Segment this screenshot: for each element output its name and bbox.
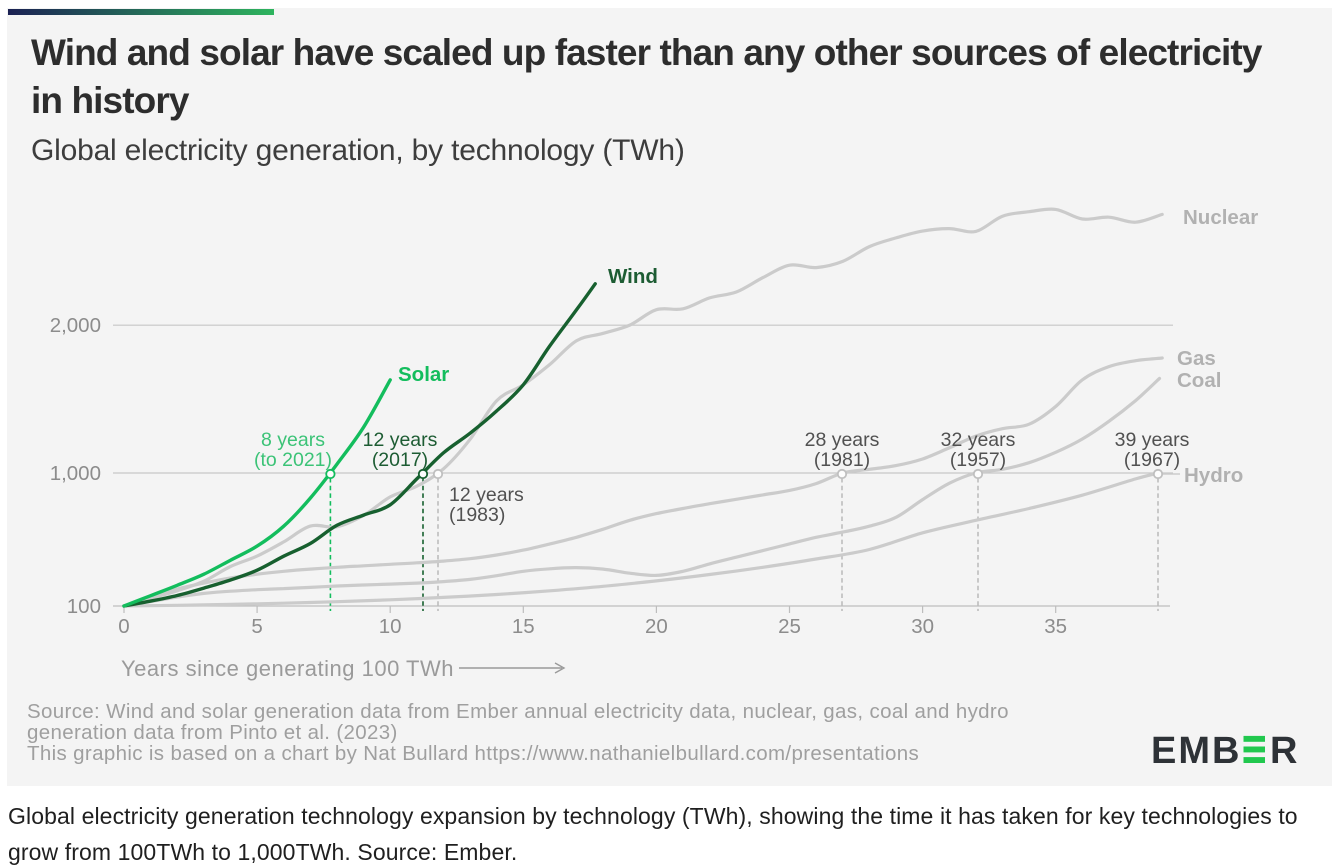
svg-text:(2017): (2017) [372,449,428,471]
svg-text:1,000: 1,000 [50,462,101,485]
svg-text:15: 15 [512,615,535,638]
svg-text:30: 30 [911,615,934,638]
svg-text:100: 100 [67,595,101,618]
svg-text:Nuclear: Nuclear [1183,206,1258,229]
svg-text:20: 20 [645,615,668,638]
svg-text:32 years: 32 years [941,429,1016,451]
svg-text:R: R [1270,730,1297,772]
svg-text:Solar: Solar [398,363,449,386]
svg-text:35: 35 [1044,615,1067,638]
svg-text:10: 10 [379,615,402,638]
svg-text:Hydro: Hydro [1184,464,1243,487]
svg-text:5: 5 [251,615,262,638]
svg-text:(1957): (1957) [950,449,1006,471]
svg-text:(1967): (1967) [1124,449,1180,471]
svg-text:(1981): (1981) [814,449,870,471]
svg-text:0: 0 [118,615,129,638]
svg-text:8 years: 8 years [261,429,325,451]
svg-text:2,000: 2,000 [50,314,101,337]
svg-text:EMB: EMB [1151,730,1241,772]
svg-text:12 years: 12 years [363,429,438,451]
svg-text:Years since generating 100 TWh: Years since generating 100 TWh [121,656,454,681]
svg-text:28 years: 28 years [805,429,880,451]
svg-text:12 years: 12 years [449,484,524,506]
svg-text:Gas: Gas [1177,347,1216,370]
svg-text:(to 2021): (to 2021) [254,449,332,471]
svg-text:(1983): (1983) [449,504,505,526]
svg-text:25: 25 [778,615,801,638]
svg-text:39 years: 39 years [1115,429,1190,451]
svg-text:Wind: Wind [608,265,658,288]
svg-text:Coal: Coal [1177,369,1221,392]
